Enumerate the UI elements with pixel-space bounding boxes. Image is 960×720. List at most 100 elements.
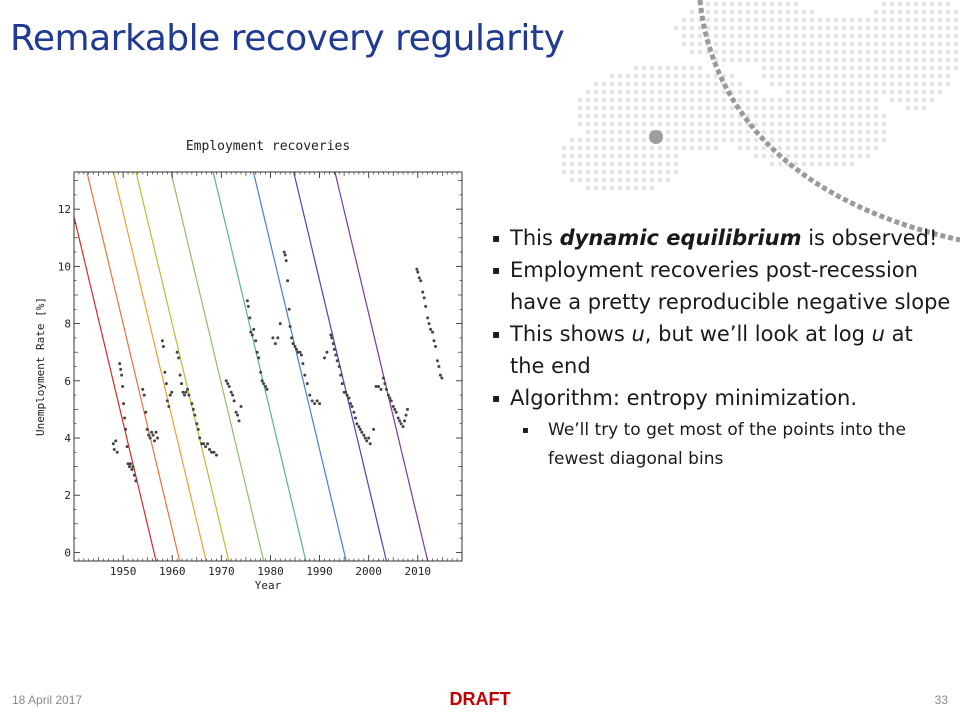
background-dot [849, 41, 855, 47]
background-dot [713, 33, 719, 39]
background-dot [625, 129, 631, 135]
background-dot [945, 17, 951, 23]
background-dot [841, 105, 847, 111]
background-dot [849, 97, 855, 103]
background-dot [689, 65, 695, 71]
background-dot [817, 17, 823, 23]
background-dot [897, 9, 903, 15]
background-dot [649, 121, 655, 127]
x-tick-label: 1950 [110, 565, 137, 578]
background-dot [753, 121, 759, 127]
draft-label: DRAFT [449, 689, 511, 709]
background-dot [705, 105, 711, 111]
background-dot [617, 97, 623, 103]
background-dot [921, 97, 927, 103]
background-dot [625, 105, 631, 111]
background-dot [585, 177, 591, 183]
background-dot [937, 41, 943, 47]
background-dot [889, 41, 895, 47]
x-tick-label: 1990 [306, 565, 333, 578]
background-dot [761, 17, 767, 23]
background-dot [785, 121, 791, 127]
x-tick-label: 1960 [159, 565, 186, 578]
data-point [284, 259, 288, 263]
background-dot [841, 41, 847, 47]
data-point [377, 385, 381, 389]
background-dot [825, 41, 831, 47]
background-dot [761, 121, 767, 127]
background-dot [713, 121, 719, 127]
data-point [202, 442, 206, 446]
background-dot [841, 33, 847, 39]
background-dot [841, 17, 847, 23]
background-dot [657, 105, 663, 111]
background-dot [785, 89, 791, 95]
data-point [417, 276, 421, 280]
background-dot [689, 137, 695, 143]
background-dot [577, 137, 583, 143]
background-dot [721, 1, 727, 7]
data-point [184, 390, 188, 394]
background-dot [777, 97, 783, 103]
background-dot [761, 129, 767, 135]
background-dot [801, 57, 807, 63]
background-dot [881, 49, 887, 55]
data-point [287, 307, 291, 311]
background-dot [873, 25, 879, 31]
background-dot [825, 153, 831, 159]
background-dot [681, 89, 687, 95]
background-dot [585, 129, 591, 135]
background-dot [809, 9, 815, 15]
background-dot [865, 129, 871, 135]
background-dot [569, 161, 575, 167]
background-dot [665, 89, 671, 95]
background-dot [857, 89, 863, 95]
background-dot [673, 121, 679, 127]
background-dot [825, 129, 831, 135]
background-dot [817, 81, 823, 87]
background-dot [761, 97, 767, 103]
background-dot [873, 89, 879, 95]
data-point [134, 479, 138, 483]
background-dot [793, 129, 799, 135]
background-dot [793, 73, 799, 79]
background-dot [817, 73, 823, 79]
background-dot [641, 73, 647, 79]
background-dot [785, 9, 791, 15]
background-dot [713, 1, 719, 7]
background-dot [769, 41, 775, 47]
decorative-dot-pattern [561, 0, 960, 243]
background-dot [673, 73, 679, 79]
background-dot [665, 161, 671, 167]
background-dot [617, 161, 623, 167]
y-tick-label: 12 [58, 203, 71, 216]
background-dot [761, 49, 767, 55]
data-point [245, 299, 249, 303]
background-dot [649, 105, 655, 111]
background-dot [657, 169, 663, 175]
background-dot [617, 81, 623, 87]
background-dot [601, 145, 607, 151]
background-dot [721, 41, 727, 47]
background-dot [793, 41, 799, 47]
background-dot [641, 113, 647, 119]
background-dot [753, 49, 759, 55]
background-dot [665, 129, 671, 135]
background-dot [793, 145, 799, 151]
background-dot [865, 97, 871, 103]
background-dot [609, 185, 615, 191]
background-dot [897, 65, 903, 71]
background-dot [897, 25, 903, 31]
data-point [254, 339, 258, 343]
background-dot [657, 161, 663, 167]
background-dot [633, 113, 639, 119]
background-dot [841, 97, 847, 103]
background-dot [857, 145, 863, 151]
background-dot [793, 81, 799, 87]
background-dot [569, 145, 575, 151]
data-point [161, 344, 165, 348]
data-point [283, 253, 287, 257]
background-dot [609, 137, 615, 143]
background-dot [945, 9, 951, 15]
background-dot [745, 129, 751, 135]
